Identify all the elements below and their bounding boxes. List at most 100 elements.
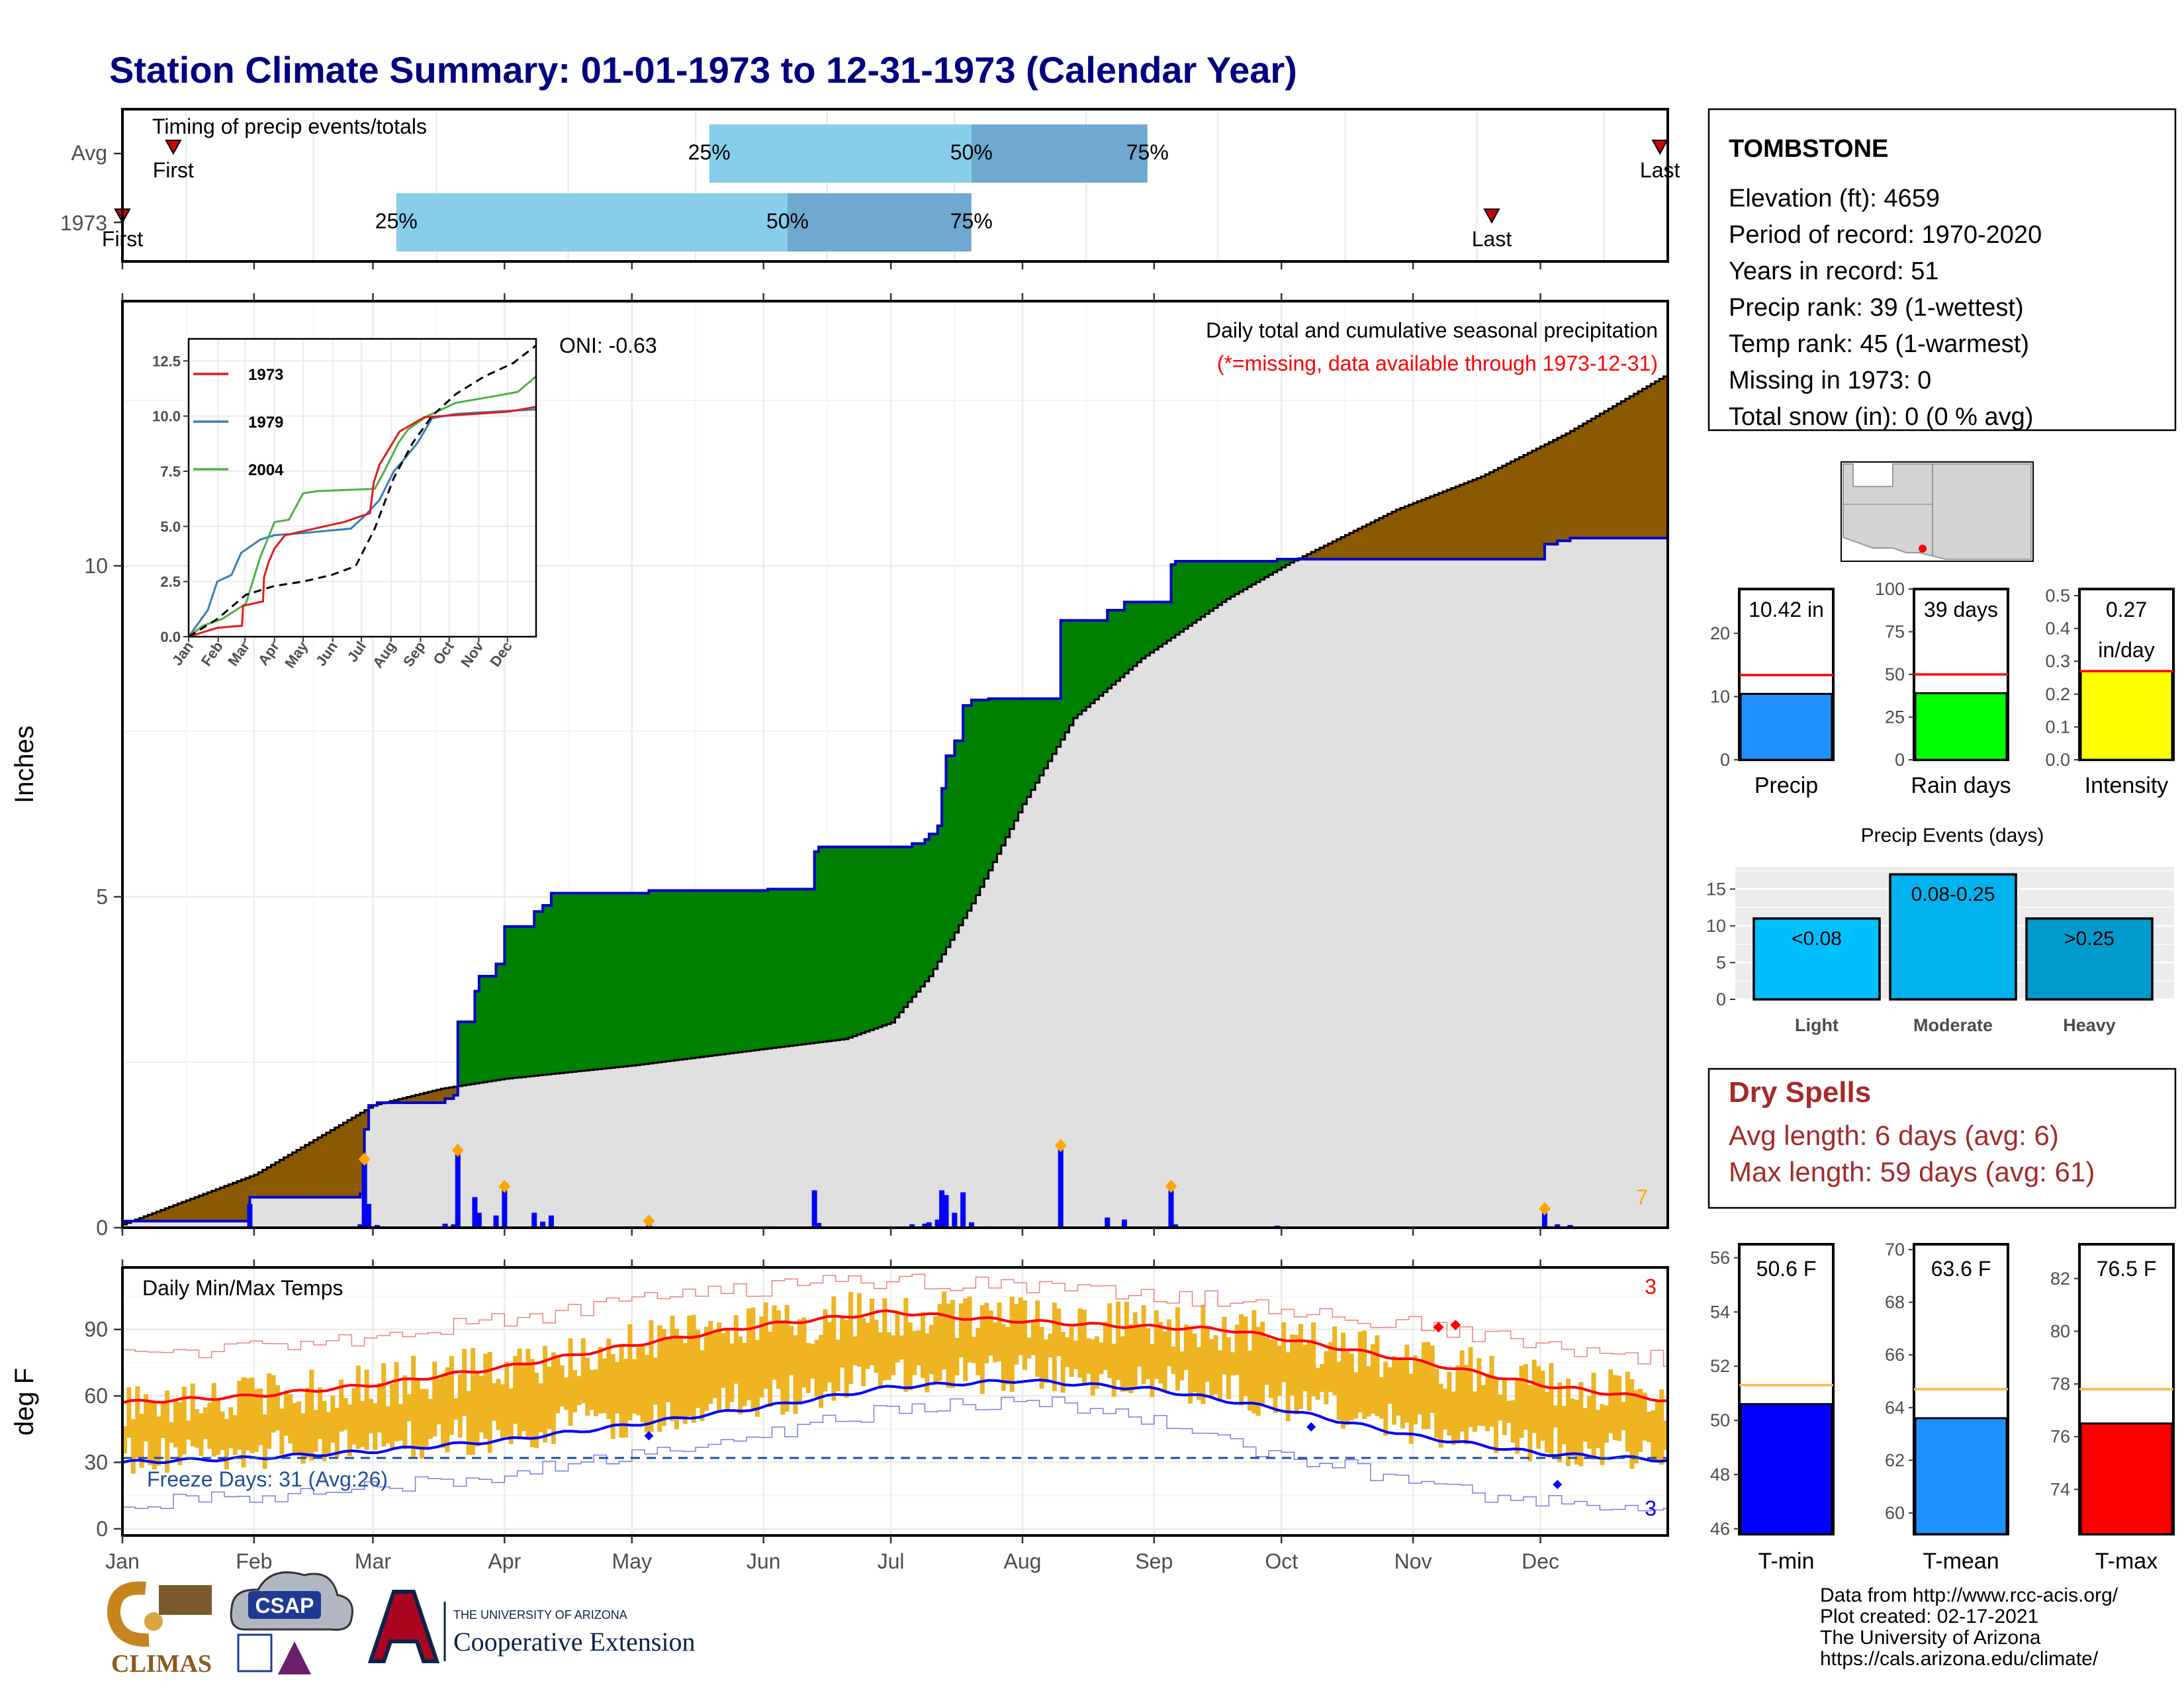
surplus-fill <box>678 890 683 1060</box>
daily-temp-range-bar <box>1193 1334 1197 1393</box>
daily-temp-range-bar <box>1120 1336 1124 1392</box>
daily-temp-range-bar <box>267 1373 271 1449</box>
csap-mountain-shape <box>278 1641 311 1674</box>
event-count-label: 7 <box>1636 1185 1648 1209</box>
surplus-fill <box>1137 602 1142 663</box>
daily-temp-range-bar <box>212 1383 216 1457</box>
surplus-fill <box>1035 699 1040 783</box>
daily-temp-range-bar <box>959 1303 964 1357</box>
deficit-fill <box>250 1176 254 1197</box>
surplus-fill <box>810 889 815 1043</box>
surplus-fill <box>878 847 883 1027</box>
surplus-fill <box>569 893 573 1072</box>
surplus-fill <box>819 847 823 1042</box>
daily-temp-range-bar <box>1214 1336 1218 1394</box>
surplus-fill <box>1010 699 1015 829</box>
surplus-fill <box>649 890 653 1063</box>
climas-logo-block <box>159 1585 212 1615</box>
precip-event-category-label: Moderate <box>1913 1015 1993 1035</box>
daily-temp-range-bar <box>1464 1365 1469 1444</box>
surplus-fill <box>1086 620 1091 707</box>
deficit-fill <box>1647 387 1651 538</box>
daily-temp-range-bar <box>411 1356 416 1457</box>
deficit-fill <box>207 1193 212 1221</box>
summary-bar-ytick-label: 75 <box>1885 622 1905 642</box>
record-high-count: 3 <box>1645 1275 1657 1299</box>
surplus-fill <box>1107 610 1112 688</box>
daily-temp-range-bar <box>1404 1345 1409 1423</box>
month-label: Dec <box>1522 1549 1559 1573</box>
daily-temp-range-bar <box>381 1363 386 1447</box>
temperature-y-axis-label: deg F <box>10 1368 39 1436</box>
daily-temp-range-bar <box>1188 1326 1193 1403</box>
daily-temp-range-bar <box>555 1355 560 1413</box>
deficit-fill <box>237 1181 242 1221</box>
deficit-fill <box>1400 508 1405 559</box>
daily-temp-range-bar <box>522 1364 526 1431</box>
daily-temp-range-bar <box>186 1420 191 1440</box>
deficit-fill <box>1490 473 1494 559</box>
deficit-fill <box>1643 389 1647 539</box>
surplus-fill <box>925 839 929 981</box>
daily-temp-range-bar <box>768 1332 772 1407</box>
daily-precip-bar <box>549 1215 554 1228</box>
daily-temp-range-bar <box>445 1367 450 1452</box>
daily-temp-range-bar <box>1197 1347 1201 1400</box>
surplus-fill <box>606 893 611 1068</box>
daily-temp-range-bar <box>161 1402 165 1438</box>
daily-temp-range-bar <box>717 1322 721 1412</box>
surplus-fill <box>1188 561 1193 626</box>
daily-temp-range-bar <box>322 1401 326 1461</box>
daily-temp-range-bar <box>594 1369 598 1416</box>
temp-summary-ytick-label: 78 <box>2050 1374 2070 1394</box>
precip-event-value-label: 0.08-0.25 <box>1911 884 1995 905</box>
deficit-fill <box>1464 483 1469 559</box>
summary-bar-value <box>1741 694 1832 760</box>
daily-temp-range-bar <box>1460 1350 1465 1432</box>
daily-temp-range-bar <box>1524 1364 1528 1430</box>
deficit-fill <box>1367 524 1371 559</box>
daily-temp-range-bar <box>1294 1335 1298 1414</box>
surplus-fill <box>632 893 637 1066</box>
deficit-fill <box>1549 442 1553 544</box>
temp-summary-bar <box>1741 1404 1832 1534</box>
summary-bar-value <box>1915 693 2007 760</box>
daily-temp-range-bar <box>903 1298 908 1392</box>
deficit-fill <box>1617 404 1621 538</box>
deficit-fill <box>1439 493 1443 559</box>
daily-temp-range-bar <box>968 1297 972 1362</box>
temp-ytick-label: 90 <box>84 1318 108 1342</box>
daily-precip-bar <box>477 1212 482 1228</box>
surplus-fill <box>1001 699 1006 846</box>
daily-temp-range-bar <box>1426 1342 1430 1429</box>
daily-temp-range-bar <box>1341 1332 1345 1428</box>
surplus-fill <box>1201 561 1205 617</box>
daily-temp-range-bar <box>1396 1359 1400 1415</box>
summary-bar-ytick-label: 0.2 <box>2045 684 2070 704</box>
summary-bar-ytick-label: 50 <box>1885 664 1905 684</box>
daily-temp-range-bar <box>700 1350 704 1421</box>
surplus-fill <box>968 706 972 911</box>
daily-temp-range-bar <box>1273 1340 1277 1413</box>
record-low-count: 3 <box>1645 1496 1657 1520</box>
daily-precip-bar <box>960 1193 966 1228</box>
inset-ytick-label: 5.0 <box>160 518 181 535</box>
precip-events-title: Precip Events (days) <box>1861 825 2044 846</box>
surplus-fill <box>1239 561 1244 592</box>
daily-temp-range-bar <box>1044 1340 1048 1383</box>
deficit-fill <box>258 1172 263 1197</box>
daily-temp-range-bar <box>602 1358 607 1413</box>
deficit-fill <box>275 1162 280 1197</box>
deficit-fill <box>1524 455 1528 559</box>
summary-bar-ytick-label: 0 <box>1895 750 1905 770</box>
daily-temp-range-bar <box>560 1365 565 1406</box>
csap-logo-text: CSAP <box>255 1594 314 1618</box>
temp-summary-ytick-label: 50 <box>1710 1410 1730 1430</box>
daily-temp-range-bar <box>908 1322 913 1390</box>
inset-legend-label: 2004 <box>248 461 284 479</box>
daily-temp-range-bar <box>432 1361 437 1436</box>
deficit-fill <box>284 1158 289 1197</box>
surplus-fill <box>1014 699 1019 821</box>
surplus-fill <box>509 927 514 1078</box>
